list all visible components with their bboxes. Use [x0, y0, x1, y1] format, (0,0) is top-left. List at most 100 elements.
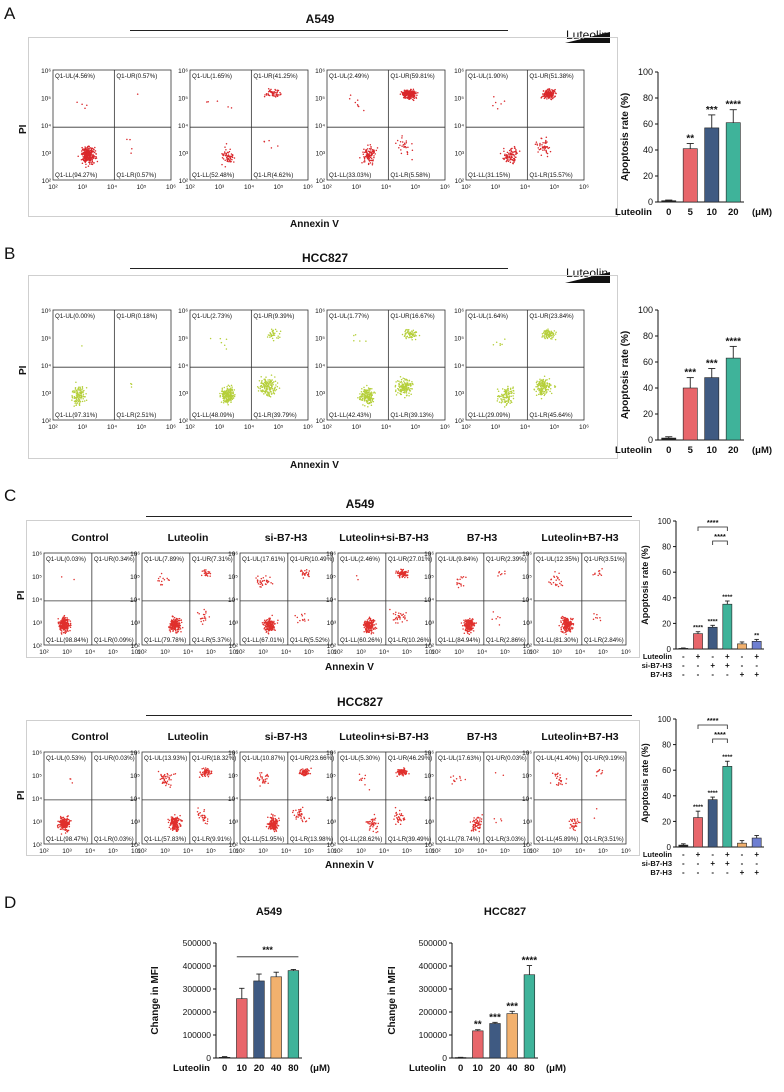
x-tick-label: 10⁶ — [523, 848, 533, 855]
x-tick-label: 10⁶ — [440, 184, 450, 191]
bar — [270, 976, 282, 1059]
chart-title: A549 — [256, 906, 282, 918]
matrix-cell: - — [682, 859, 685, 868]
x-tick-label: 10⁴ — [244, 424, 254, 431]
plot-frame — [533, 552, 627, 646]
y-tick-label: 10⁶ — [315, 68, 325, 75]
matrix-cell: - — [755, 859, 758, 868]
significance-label: **** — [722, 594, 733, 601]
scatter-dots — [353, 328, 421, 408]
bracket-label: **** — [714, 532, 726, 541]
panel-a-title-rule — [130, 30, 508, 32]
matrix-cell: - — [741, 661, 744, 670]
x-tick-label: 10³ — [62, 649, 72, 656]
quadrant-ur-label: Q1-UR(2.39%) — [486, 556, 527, 563]
bar — [707, 799, 718, 848]
x-axis-title: Luteolin — [173, 1063, 210, 1074]
flow-plot: Q1-UL(7.89%) Q1-UR(7.31%) Q1-LL(79.78%) Q1-… — [130, 551, 239, 656]
quadrant-lr-label: Q1-LR(5.37%) — [192, 637, 232, 644]
flow-plot: Q1-UL(4.56%) Q1-UR(0.57%) Q1-LL(94.27%) Q1-… — [41, 68, 176, 191]
scatter-dots — [256, 767, 312, 833]
significance-label: **** — [522, 956, 538, 967]
x-axis-unit: (μM) — [546, 1063, 566, 1074]
bar — [678, 844, 689, 848]
chart-D_a549: 0 100000 200000 300000 400000 500000 Change in… — [150, 906, 330, 1074]
plot-frame — [43, 751, 137, 845]
quadrant-ul-label: Q1-UL(1.90%) — [468, 73, 508, 80]
x-tick-label: 10² — [461, 184, 471, 191]
significance-label: ** — [474, 1020, 482, 1031]
x-tick-label: 10⁴ — [379, 848, 389, 855]
y-tick-label: 100 — [638, 305, 653, 315]
x-tick-label: 10⁴ — [244, 184, 254, 191]
x-tick-label: 10⁴ — [520, 184, 530, 191]
x-tick-label: 10² — [137, 848, 147, 855]
quadrant-ul-label: Q1-UL(0.03%) — [46, 556, 86, 563]
bar — [661, 200, 677, 203]
x-tick-label: 10⁴ — [183, 848, 193, 855]
panel-c-hcc-frame — [26, 720, 640, 856]
x-tick-label: 10⁵ — [500, 848, 510, 855]
matrix-cell: + — [754, 652, 759, 661]
condition-label: B7-H3 — [467, 532, 498, 544]
bracket-label: **** — [714, 730, 726, 739]
matrix-cell: + — [754, 850, 759, 859]
bracket — [697, 724, 728, 729]
bar — [489, 1023, 501, 1059]
span-label: *** — [262, 945, 273, 955]
flow-plot: Q1-UL(1.77%) Q1-UR(16.67%) Q1-LL(42.43%) Q1… — [315, 308, 450, 431]
x-tick-label: 10 — [706, 207, 717, 218]
flow-plot: Q1-UL(0.03%) Q1-UR(0.34%) Q1-LL(98.84%) Q1-… — [32, 551, 141, 656]
y-tick-label: 10² — [455, 178, 465, 185]
y-tick-label: 10⁵ — [522, 574, 532, 581]
y-tick-label: 10⁶ — [228, 551, 238, 558]
significance-label: *** — [684, 368, 696, 379]
x-tick-label: 10⁴ — [85, 848, 95, 855]
x-axis-title: Luteolin — [409, 1063, 446, 1074]
y-tick-label: 10⁶ — [41, 68, 51, 75]
y-tick-label: 10³ — [131, 620, 141, 627]
quadrant-lr-label: Q1-LR(15.57%) — [529, 172, 572, 179]
quadrant-ul-label: Q1-UL(2.49%) — [329, 73, 369, 80]
y-tick-label: 400000 — [419, 961, 448, 971]
x-tick-label: 10⁶ — [579, 424, 589, 431]
significance-label: **** — [722, 754, 733, 761]
x-tick-label: 10³ — [258, 848, 268, 855]
plot-frame — [337, 552, 431, 646]
y-tick-label: 100 — [658, 715, 672, 724]
x-tick-label: 10⁴ — [107, 424, 117, 431]
quadrant-ll-label: Q1-LL(79.78%) — [144, 637, 186, 644]
matrix-cell: - — [697, 868, 700, 877]
y-axis-title: Apoptosis rate (%) — [640, 545, 650, 625]
scatter-dots — [450, 771, 505, 833]
x-tick-label: 10³ — [491, 184, 501, 191]
y-tick-label: 10⁶ — [424, 750, 434, 757]
quadrant-lr-label: Q1-LR(3.03%) — [486, 836, 526, 843]
plot-frame — [141, 751, 235, 845]
x-tick-label: 10² — [39, 649, 49, 656]
quadrant-ll-label: Q1-LL(33.03%) — [329, 172, 371, 179]
x-tick-label: 10⁴ — [281, 649, 291, 656]
y-tick-label: 10³ — [229, 620, 239, 627]
x-tick-label: 10² — [137, 649, 147, 656]
bar — [722, 603, 733, 650]
y-tick-label: 200000 — [183, 1007, 212, 1017]
x-tick-label: 10² — [529, 649, 539, 656]
y-tick-label: 10⁵ — [315, 96, 325, 103]
quadrant-lr-label: Q1-LR(39.79%) — [253, 412, 296, 419]
quadrant-ll-label: Q1-LL(51.95%) — [242, 836, 284, 843]
x-tick-label: 5 — [688, 445, 694, 456]
significance-label: **** — [693, 625, 704, 632]
panel-b-x-axis-label: Annexin V — [290, 460, 339, 471]
y-tick-label: 10⁶ — [41, 308, 51, 315]
y-tick-label: 60 — [643, 119, 653, 129]
flow-plot: Q1-UL(1.64%) Q1-UR(23.84%) Q1-LL(29.09%) Q1… — [454, 308, 589, 431]
x-tick-label: 10 — [706, 445, 717, 456]
quadrant-ur-label: Q1-UR(0.18%) — [116, 313, 157, 320]
y-tick-label: 40 — [643, 383, 653, 393]
y-tick-label: 60 — [643, 357, 653, 367]
plot-frame — [189, 309, 309, 421]
quadrant-ur-label: Q1-UR(27.01%) — [388, 556, 432, 563]
y-tick-label: 10⁶ — [228, 750, 238, 757]
quadrant-ll-label: Q1-LL(84.94%) — [438, 637, 480, 644]
